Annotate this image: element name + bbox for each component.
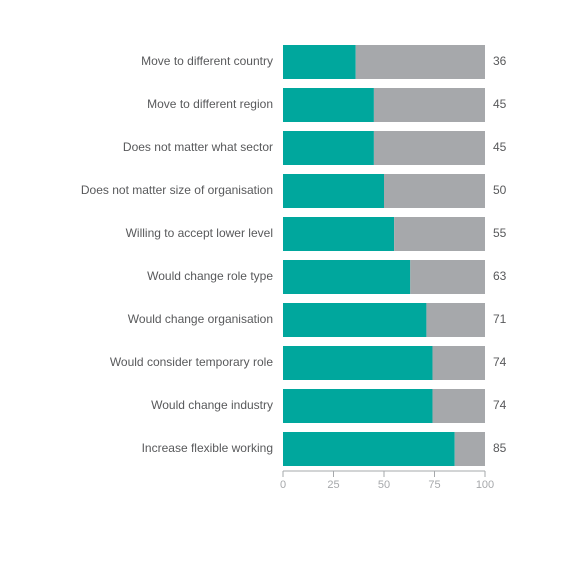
value-label: 50 <box>493 183 507 197</box>
bar-segment <box>283 260 410 294</box>
bar-segment <box>410 260 485 294</box>
chart-container: Move to different country 36 Move to diffe… <box>0 0 580 565</box>
value-label: 74 <box>493 398 507 412</box>
value-label: 45 <box>493 97 507 111</box>
value-label: 45 <box>493 140 507 154</box>
bar-chart: Move to different country 36 Move to diffe… <box>0 0 580 565</box>
category-label: Willing to accept lower level <box>126 226 273 240</box>
category-label: Would change role type <box>147 269 273 283</box>
bar-segment <box>283 174 384 208</box>
bar-segment <box>283 131 374 165</box>
category-label: Would change organisation <box>128 312 273 326</box>
bar-segment <box>283 45 356 79</box>
bar-segment <box>455 432 485 466</box>
bar-segment <box>426 303 485 337</box>
bar-segment <box>374 88 485 122</box>
x-axis-tick-label: 50 <box>378 479 390 491</box>
value-label: 36 <box>493 54 507 68</box>
bar-segment <box>283 432 455 466</box>
bar-segment <box>283 389 432 423</box>
category-label: Does not matter what sector <box>123 140 273 154</box>
bar-segment <box>432 346 485 380</box>
x-axis-tick-label: 0 <box>280 479 286 491</box>
bar-segment <box>384 174 485 208</box>
category-label: Move to different region <box>147 97 273 111</box>
value-label: 74 <box>493 355 507 369</box>
category-label: Move to different country <box>141 54 273 68</box>
x-axis-tick-label: 25 <box>327 479 339 491</box>
bar-segment <box>374 131 485 165</box>
category-label: Increase flexible working <box>142 441 273 455</box>
bar-segment <box>394 217 485 251</box>
value-label: 63 <box>493 269 507 283</box>
bar-segment <box>432 389 485 423</box>
value-label: 55 <box>493 226 507 240</box>
category-label: Would consider temporary role <box>110 355 274 369</box>
bar-segment <box>283 217 394 251</box>
value-label: 71 <box>493 312 507 326</box>
bar-segment <box>283 346 432 380</box>
x-axis-tick-label: 75 <box>428 479 440 491</box>
bar-segment <box>283 88 374 122</box>
bar-segment <box>283 303 426 337</box>
category-label: Does not matter size of organisation <box>81 183 273 197</box>
value-label: 85 <box>493 441 507 455</box>
category-label: Would change industry <box>151 398 273 412</box>
bar-segment <box>356 45 485 79</box>
x-axis-tick-label: 100 <box>476 479 494 491</box>
